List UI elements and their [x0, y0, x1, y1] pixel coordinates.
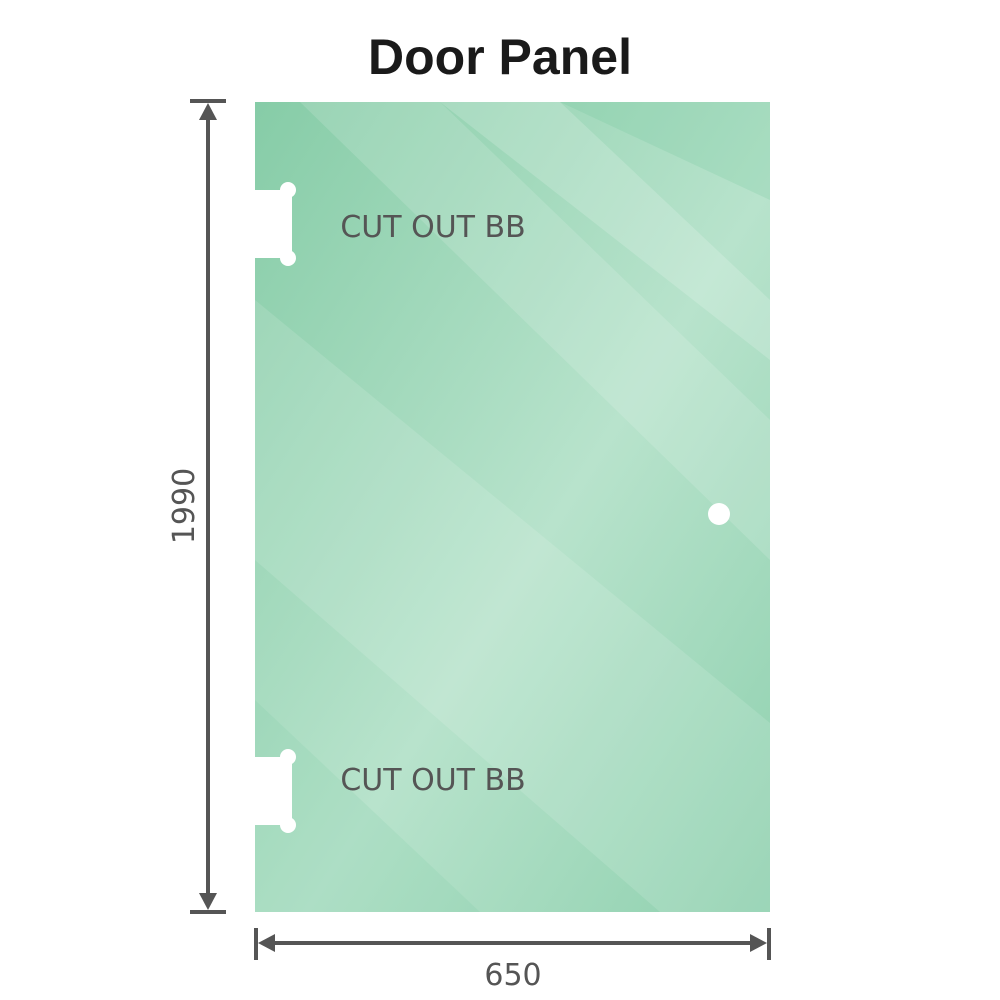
height-label: 1990 — [167, 468, 202, 544]
handle-hole — [708, 503, 730, 525]
hinge-cutout-bottom — [250, 749, 296, 833]
diagram-title: Door Panel — [368, 29, 632, 85]
width-label: 650 — [484, 958, 541, 993]
height-dimension-line — [190, 99, 226, 914]
hinge-cutout-top — [250, 182, 296, 266]
cutout-label-top: CUT OUT BB — [340, 210, 525, 245]
width-dimension-line — [254, 928, 771, 960]
glass-panel — [255, 102, 770, 912]
cutout-label-bottom: CUT OUT BB — [340, 763, 525, 798]
